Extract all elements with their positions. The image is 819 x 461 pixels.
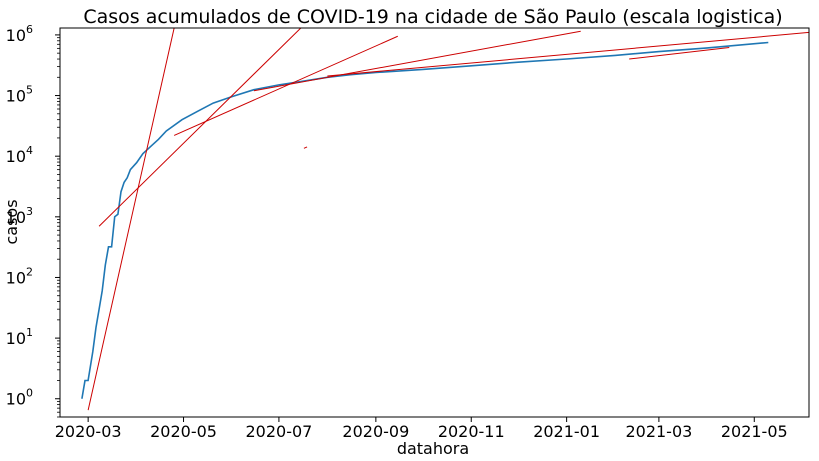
y-axis-label: casos (2, 199, 21, 244)
y-tick-label: 101 (6, 326, 33, 348)
chart-title: Casos acumulados de COVID-19 na cidade d… (83, 6, 782, 28)
x-axis-ticks: 2020-03 2020-05 2020-07 2020-09 2020-11 2021-… (55, 417, 788, 441)
x-tick-label: 2020-07 (245, 422, 312, 441)
y-tick-label: 106 (6, 23, 33, 45)
x-tick-label: 2021-03 (625, 422, 692, 441)
fit-line (87, 28, 175, 411)
x-axis-label: datahora (397, 439, 469, 458)
x-tick-label: 2021-01 (533, 422, 600, 441)
fit-line (173, 35, 398, 136)
series-line (81, 41, 769, 399)
fit-line (253, 30, 581, 92)
y-tick-label: 100 (6, 387, 33, 409)
y-tick-label: 102 (6, 265, 33, 287)
fit-line (629, 47, 730, 60)
fit-line (303, 146, 308, 149)
y-tick-label: 104 (6, 144, 33, 166)
x-tick-label: 2020-11 (438, 422, 505, 441)
x-tick-label: 2020-09 (342, 422, 409, 441)
x-tick-label: 2020-05 (150, 422, 217, 441)
plot-frame (59, 27, 810, 418)
y-tick-label: 105 (6, 84, 33, 106)
plot-area (81, 28, 809, 411)
x-tick-label: 2020-03 (55, 422, 122, 441)
fit-line (327, 31, 809, 77)
x-tick-label: 2021-05 (721, 422, 788, 441)
fit-line (98, 28, 302, 227)
